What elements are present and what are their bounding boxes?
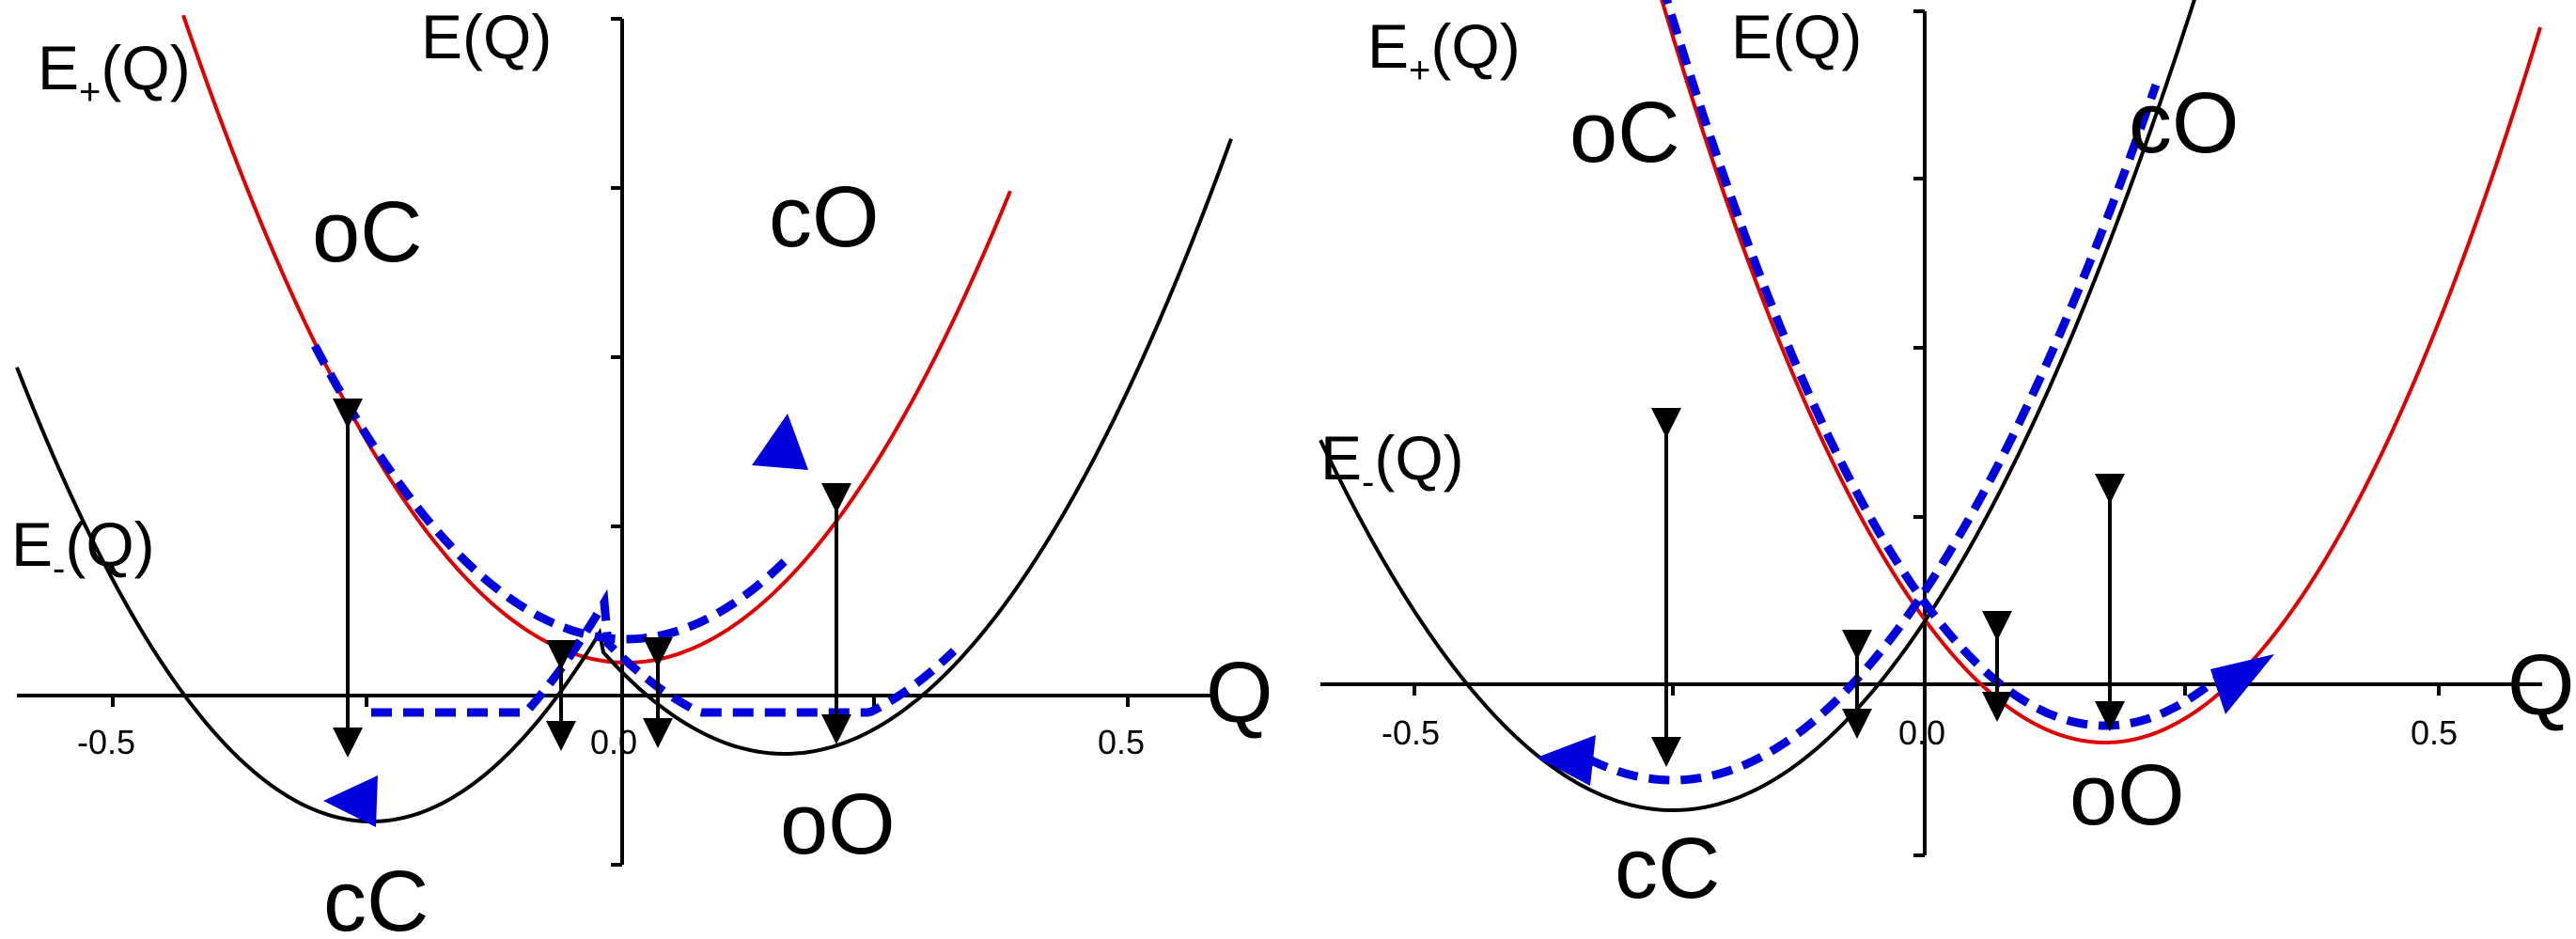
right-tick-neg: -0.5	[1382, 713, 1440, 752]
left-x-ticks	[111, 696, 1130, 707]
left-state-cC: cC	[323, 853, 429, 939]
right-tick-zero: 0.0	[1898, 713, 1945, 752]
right-y-ticks	[1913, 9, 1925, 857]
left-trajectory-upper	[311, 343, 788, 644]
left-tick-neg: -0.5	[77, 723, 135, 761]
left-tick-pos: 0.5	[1098, 723, 1145, 761]
right-state-cO: cO	[2129, 75, 2240, 171]
left-upper-curve-label: E+(Q)	[38, 33, 191, 113]
left-axis-label-y: E(Q)	[421, 2, 552, 71]
right-black-energy-curve	[1319, 0, 2196, 812]
left-lower-curve-label: E-(Q)	[11, 509, 155, 589]
right-state-oO: oO	[2069, 747, 2185, 843]
right-axis-label-x: Q	[2507, 637, 2575, 733]
left-axis-label-x: Q	[1206, 645, 1273, 741]
right-state-cC: cC	[1615, 821, 1720, 916]
left-upper-energy-curve	[181, 14, 1012, 665]
right-panel: E(Q) Q E+(Q) E-(Q) -0.5 0.0 0.5 oC cO cC…	[1319, 0, 2575, 916]
right-lower-curve-label: E-(Q)	[1320, 423, 1464, 503]
left-tick-zero: 0.0	[590, 723, 637, 761]
left-state-oC: oC	[312, 184, 423, 280]
right-transition-arrows	[1651, 408, 2125, 767]
right-state-oC: oC	[1569, 85, 1680, 180]
right-trajectory-left	[1585, 83, 2161, 785]
right-axis-label-y: E(Q)	[1731, 2, 1862, 71]
left-state-cO: cO	[769, 169, 880, 265]
right-red-energy-curve	[1660, 0, 2542, 744]
right-trajectory-left-arrowhead	[1537, 735, 1596, 786]
left-trajectory-lower-arrowhead	[323, 775, 378, 827]
right-tick-pos: 0.5	[2411, 713, 2458, 752]
left-state-oO: oO	[780, 776, 896, 872]
right-upper-curve-label: E+(Q)	[1367, 11, 1521, 91]
left-panel: E(Q) Q E+(Q) E-(Q) -0.5 0.0 0.5 oC cO cC…	[11, 2, 1273, 939]
left-y-ticks	[611, 17, 622, 867]
right-trajectory-right-arrowhead	[2210, 654, 2274, 714]
left-trajectory-upper-arrowhead	[752, 414, 808, 470]
left-lower-energy-curve	[15, 138, 1233, 823]
left-transition-arrows	[333, 399, 851, 758]
